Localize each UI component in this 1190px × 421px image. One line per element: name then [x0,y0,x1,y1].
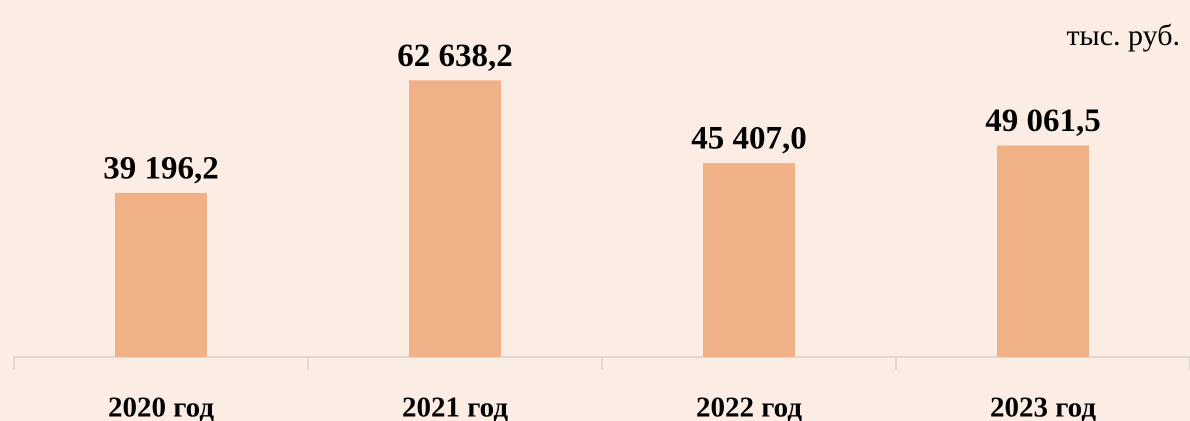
data-label: 39 196,2 [103,150,219,186]
x-tick-label: 2021 год [402,392,508,421]
bar [997,145,1089,357]
bar [703,163,795,357]
data-label: 45 407,0 [691,121,807,157]
x-tick-label: 2020 год [108,392,214,421]
bar [115,192,207,357]
data-label: 49 061,5 [985,103,1101,139]
bar [409,80,501,357]
x-tick-label: 2023 год [990,392,1096,421]
x-tick-label: 2022 год [696,392,802,421]
unit-label: тыс. руб. [1066,19,1180,52]
data-label: 62 638,2 [397,38,513,74]
